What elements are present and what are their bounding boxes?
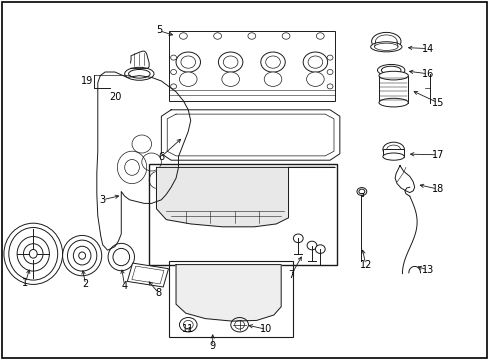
Ellipse shape <box>222 72 239 86</box>
Ellipse shape <box>264 72 281 86</box>
Text: 20: 20 <box>109 92 122 102</box>
Ellipse shape <box>213 33 221 39</box>
Text: 1: 1 <box>22 278 28 288</box>
Ellipse shape <box>218 52 243 72</box>
Text: 18: 18 <box>430 184 443 194</box>
Text: 5: 5 <box>156 24 162 35</box>
Ellipse shape <box>282 33 289 39</box>
Bar <box>132 266 163 284</box>
Ellipse shape <box>170 69 176 75</box>
Ellipse shape <box>378 98 407 107</box>
Text: 13: 13 <box>421 265 433 275</box>
Bar <box>149 164 337 265</box>
Ellipse shape <box>316 33 324 39</box>
Ellipse shape <box>315 245 325 253</box>
Text: 11: 11 <box>182 324 194 334</box>
Ellipse shape <box>170 55 176 60</box>
Ellipse shape <box>293 234 303 243</box>
Bar <box>382 149 404 157</box>
Text: 7: 7 <box>287 270 293 280</box>
Ellipse shape <box>378 71 407 80</box>
Bar <box>127 263 168 287</box>
Polygon shape <box>156 167 334 227</box>
Ellipse shape <box>306 241 316 250</box>
Ellipse shape <box>382 153 404 160</box>
Text: 14: 14 <box>421 44 433 54</box>
Ellipse shape <box>29 249 37 258</box>
Bar <box>378 76 407 103</box>
Text: 12: 12 <box>359 260 371 270</box>
Ellipse shape <box>176 52 200 72</box>
Ellipse shape <box>247 33 255 39</box>
Text: 2: 2 <box>82 279 88 289</box>
Ellipse shape <box>326 69 332 75</box>
Ellipse shape <box>260 52 285 72</box>
Bar <box>168 31 334 101</box>
Ellipse shape <box>306 72 324 86</box>
Ellipse shape <box>371 32 400 50</box>
Text: 4: 4 <box>122 281 127 291</box>
Ellipse shape <box>326 55 332 60</box>
Text: 15: 15 <box>430 98 443 108</box>
Text: 8: 8 <box>156 288 162 298</box>
Ellipse shape <box>303 52 327 72</box>
Ellipse shape <box>370 42 401 52</box>
Polygon shape <box>176 265 281 321</box>
Text: 9: 9 <box>209 341 215 351</box>
Ellipse shape <box>382 142 404 157</box>
Text: 19: 19 <box>81 76 93 86</box>
Ellipse shape <box>79 252 85 259</box>
Text: 17: 17 <box>430 150 443 160</box>
Text: 10: 10 <box>260 324 272 334</box>
Bar <box>168 261 293 337</box>
Ellipse shape <box>326 84 332 89</box>
Text: 16: 16 <box>421 69 433 79</box>
Ellipse shape <box>179 72 197 86</box>
Ellipse shape <box>170 84 176 89</box>
Text: 6: 6 <box>158 152 164 162</box>
Ellipse shape <box>179 33 187 39</box>
Text: 3: 3 <box>100 195 105 205</box>
